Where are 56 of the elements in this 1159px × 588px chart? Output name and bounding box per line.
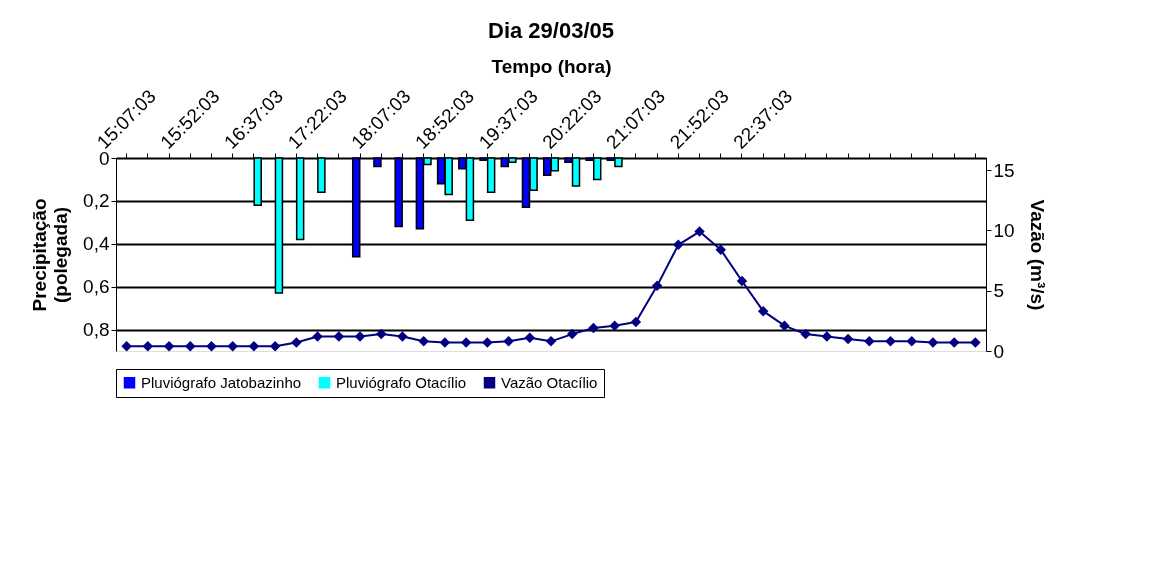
point <box>248 340 260 352</box>
legend-label: Pluviógrafo Otacílio <box>336 373 467 391</box>
point <box>779 320 790 331</box>
y-tick-label: 0,6 <box>83 276 110 298</box>
point <box>694 226 705 237</box>
point <box>588 322 599 334</box>
point <box>418 336 429 347</box>
point <box>354 331 366 342</box>
point <box>185 340 196 352</box>
point <box>715 244 726 255</box>
point <box>906 336 917 347</box>
y-tick-label: 0,8 <box>83 319 110 341</box>
point <box>460 337 472 348</box>
point <box>291 337 302 348</box>
y2-tick-label: 5 <box>993 280 1005 302</box>
point <box>524 332 536 343</box>
point <box>142 340 154 352</box>
point <box>800 328 811 340</box>
y2-tick-label: 10 <box>993 219 1015 241</box>
point <box>333 331 345 342</box>
point <box>227 340 238 352</box>
point <box>864 336 875 347</box>
point <box>312 331 323 342</box>
point <box>821 331 833 342</box>
point <box>948 337 960 348</box>
x-axis-title: Tempo (hora) <box>491 55 612 77</box>
point <box>206 340 217 352</box>
point <box>673 239 684 251</box>
point <box>376 328 387 340</box>
point <box>885 336 896 347</box>
point <box>842 333 854 345</box>
point <box>121 340 132 352</box>
point <box>630 316 642 328</box>
point <box>736 275 748 287</box>
legend-label: Vazão Otacílio <box>501 373 598 391</box>
point <box>269 340 281 352</box>
point <box>566 328 578 340</box>
y2-tick-label: 0 <box>993 340 1005 362</box>
point <box>397 331 408 342</box>
chart-title: Dia 29/03/05 <box>488 18 614 44</box>
y-tick-label: 0,2 <box>83 190 110 212</box>
y-axis-title: Precipitação (polegada) <box>29 198 72 312</box>
y2-tick-label: 15 <box>993 159 1015 181</box>
y-tick-label: 0,4 <box>83 233 110 255</box>
point <box>651 280 663 292</box>
point <box>757 305 769 317</box>
point <box>482 337 493 348</box>
y2-axis-title: Vazão (m³/s) <box>1026 199 1048 311</box>
legend-label: Pluviógrafo Jatobazinho <box>141 373 302 391</box>
point <box>927 337 939 348</box>
point <box>503 336 514 347</box>
point <box>970 337 981 348</box>
point <box>439 337 451 348</box>
point <box>163 340 175 352</box>
point <box>545 336 557 347</box>
point <box>609 320 620 331</box>
